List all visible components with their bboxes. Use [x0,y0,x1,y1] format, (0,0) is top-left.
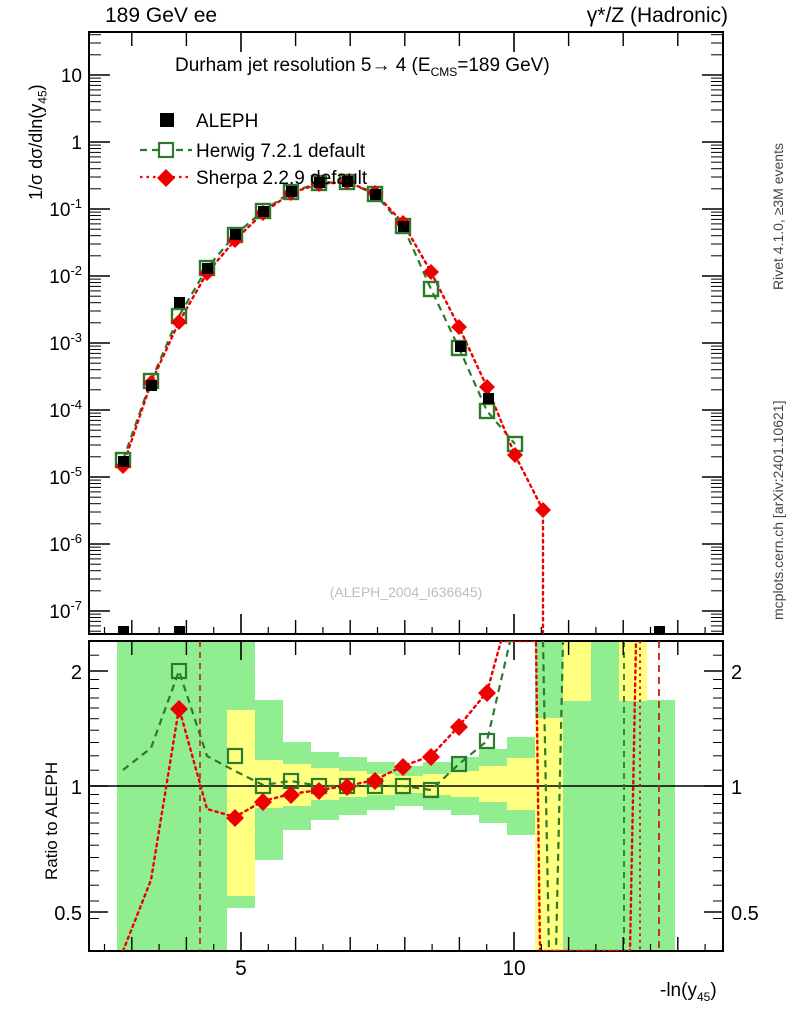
svg-text:1: 1 [731,777,742,799]
ratio-panel-frame [88,640,724,952]
title-post: =189 GeV) [457,55,550,76]
ratio-markers-sherpa [170,684,496,827]
main-x-ticks [240,32,515,634]
ratio-y-tick-labels: 2 1 0.5 2 1 0.5 [54,662,759,925]
svg-text:10-1: 10-1 [49,196,82,221]
svg-text:10-4: 10-4 [49,397,82,422]
title-mid: 4 (E [390,55,431,76]
title-sub: CMS [430,64,458,79]
legend-label-aleph: ALEPH [196,111,258,132]
series-markers-aleph [118,176,665,634]
svg-text:10-2: 10-2 [49,263,82,288]
svg-text:10: 10 [61,66,82,87]
svg-text:1: 1 [71,133,82,154]
svg-text:0.5: 0.5 [731,903,759,925]
svg-text:5: 5 [235,957,247,980]
ratio-line-herwig [122,641,565,951]
x-axis-label: -ln(y45) [660,980,717,1004]
title-arrow: → [371,55,391,76]
main-plot-title: Durham jet resolution 5→ 4 (ECMS=189 GeV… [175,55,550,79]
x-minor-ticks [103,32,706,951]
svg-text:0.5: 0.5 [54,903,82,925]
header-right-label: γ*/Z (Hadronic) [586,4,728,27]
svg-text:2: 2 [731,662,742,684]
main-y-ticks [89,74,723,612]
ratio-y-minor-ticks [89,654,723,919]
svg-text:1: 1 [71,777,82,799]
dataset-watermark: (ALEPH_2004_I636645) [330,584,483,600]
svg-text:2: 2 [71,662,82,684]
legend-label-herwig: Herwig 7.2.1 default [196,141,366,162]
main-y-minor-ticks [89,34,723,632]
title-pre: Durham jet resolution 5 [175,55,372,76]
svg-text:10-7: 10-7 [49,598,82,623]
svg-text:10-6: 10-6 [49,531,82,556]
legend-marker-herwig [157,141,175,159]
legend: ALEPH Herwig 7.2.1 default Sherpa 2.2.9 … [140,111,368,189]
legend-marker-sherpa [157,169,175,187]
svg-text:10: 10 [502,957,525,980]
svg-text:10-3: 10-3 [49,330,82,355]
x-tick-labels: 5 10 [235,957,526,980]
main-y-tick-labels: 10 1 10-1 10-2 10-3 10-4 10-5 10-6 10-7 [49,66,82,623]
ratio-x-ticks [240,641,515,951]
ratio-y-ticks [89,670,723,913]
series-markers-sherpa [115,174,551,518]
svg-text:10-5: 10-5 [49,464,82,489]
header-left-label: 189 GeV ee [105,4,218,27]
legend-marker-aleph [160,113,174,127]
main-panel-frame [88,31,724,635]
legend-label-sherpa: Sherpa 2.2.9 default [196,168,368,189]
